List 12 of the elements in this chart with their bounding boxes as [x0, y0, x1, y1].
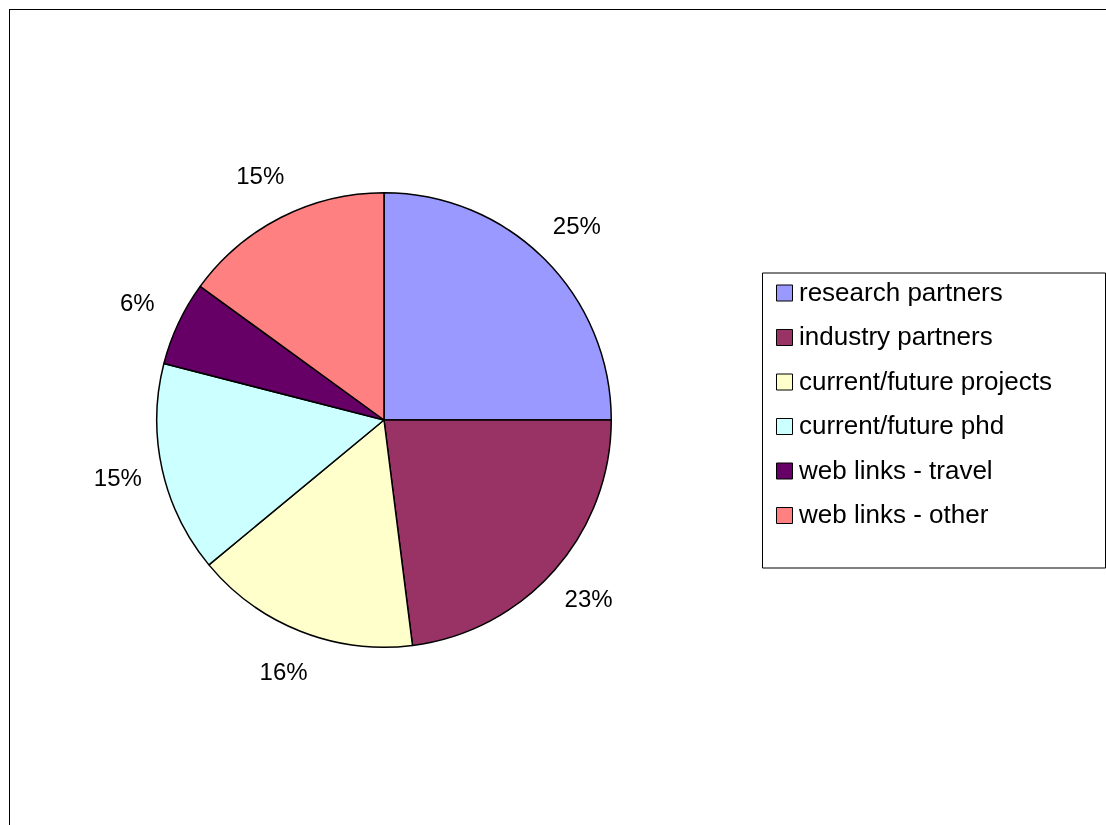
data-label: 6%	[119, 288, 155, 316]
data-label: 15%	[236, 161, 285, 189]
legend-label: industry partners	[799, 321, 993, 352]
legend-label: web links - travel	[798, 454, 993, 485]
data-label: 23%	[564, 584, 613, 612]
data-label: 15%	[93, 464, 142, 492]
data-label: 25%	[552, 211, 601, 239]
legend-label: current/future phd	[799, 410, 1005, 441]
legend-label: current/future projects	[799, 365, 1052, 396]
legend-label: web links - other	[798, 499, 989, 530]
data-label: 16%	[259, 658, 308, 686]
legend-label: research partners	[799, 276, 1003, 307]
